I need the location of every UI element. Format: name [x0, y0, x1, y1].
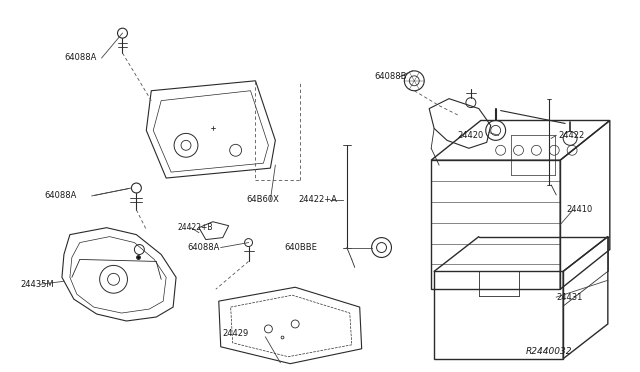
Text: 640BBE: 640BBE — [284, 243, 317, 252]
Text: 24429: 24429 — [223, 329, 249, 339]
Text: 64088A: 64088A — [64, 54, 96, 62]
Text: 64088A: 64088A — [44, 192, 76, 201]
Text: 24420: 24420 — [457, 131, 483, 140]
Text: 24422+B: 24422+B — [177, 223, 212, 232]
Text: 24422+A: 24422+A — [298, 195, 337, 204]
Text: 64088B: 64088B — [374, 72, 407, 81]
Text: 64088A: 64088A — [187, 243, 220, 252]
Text: 24431: 24431 — [556, 293, 582, 302]
Text: 24422: 24422 — [558, 131, 584, 140]
Text: 24410: 24410 — [566, 205, 593, 214]
Text: R2440032: R2440032 — [525, 347, 572, 356]
Text: 24435M: 24435M — [20, 280, 54, 289]
Text: 64B60X: 64B60X — [246, 195, 280, 204]
